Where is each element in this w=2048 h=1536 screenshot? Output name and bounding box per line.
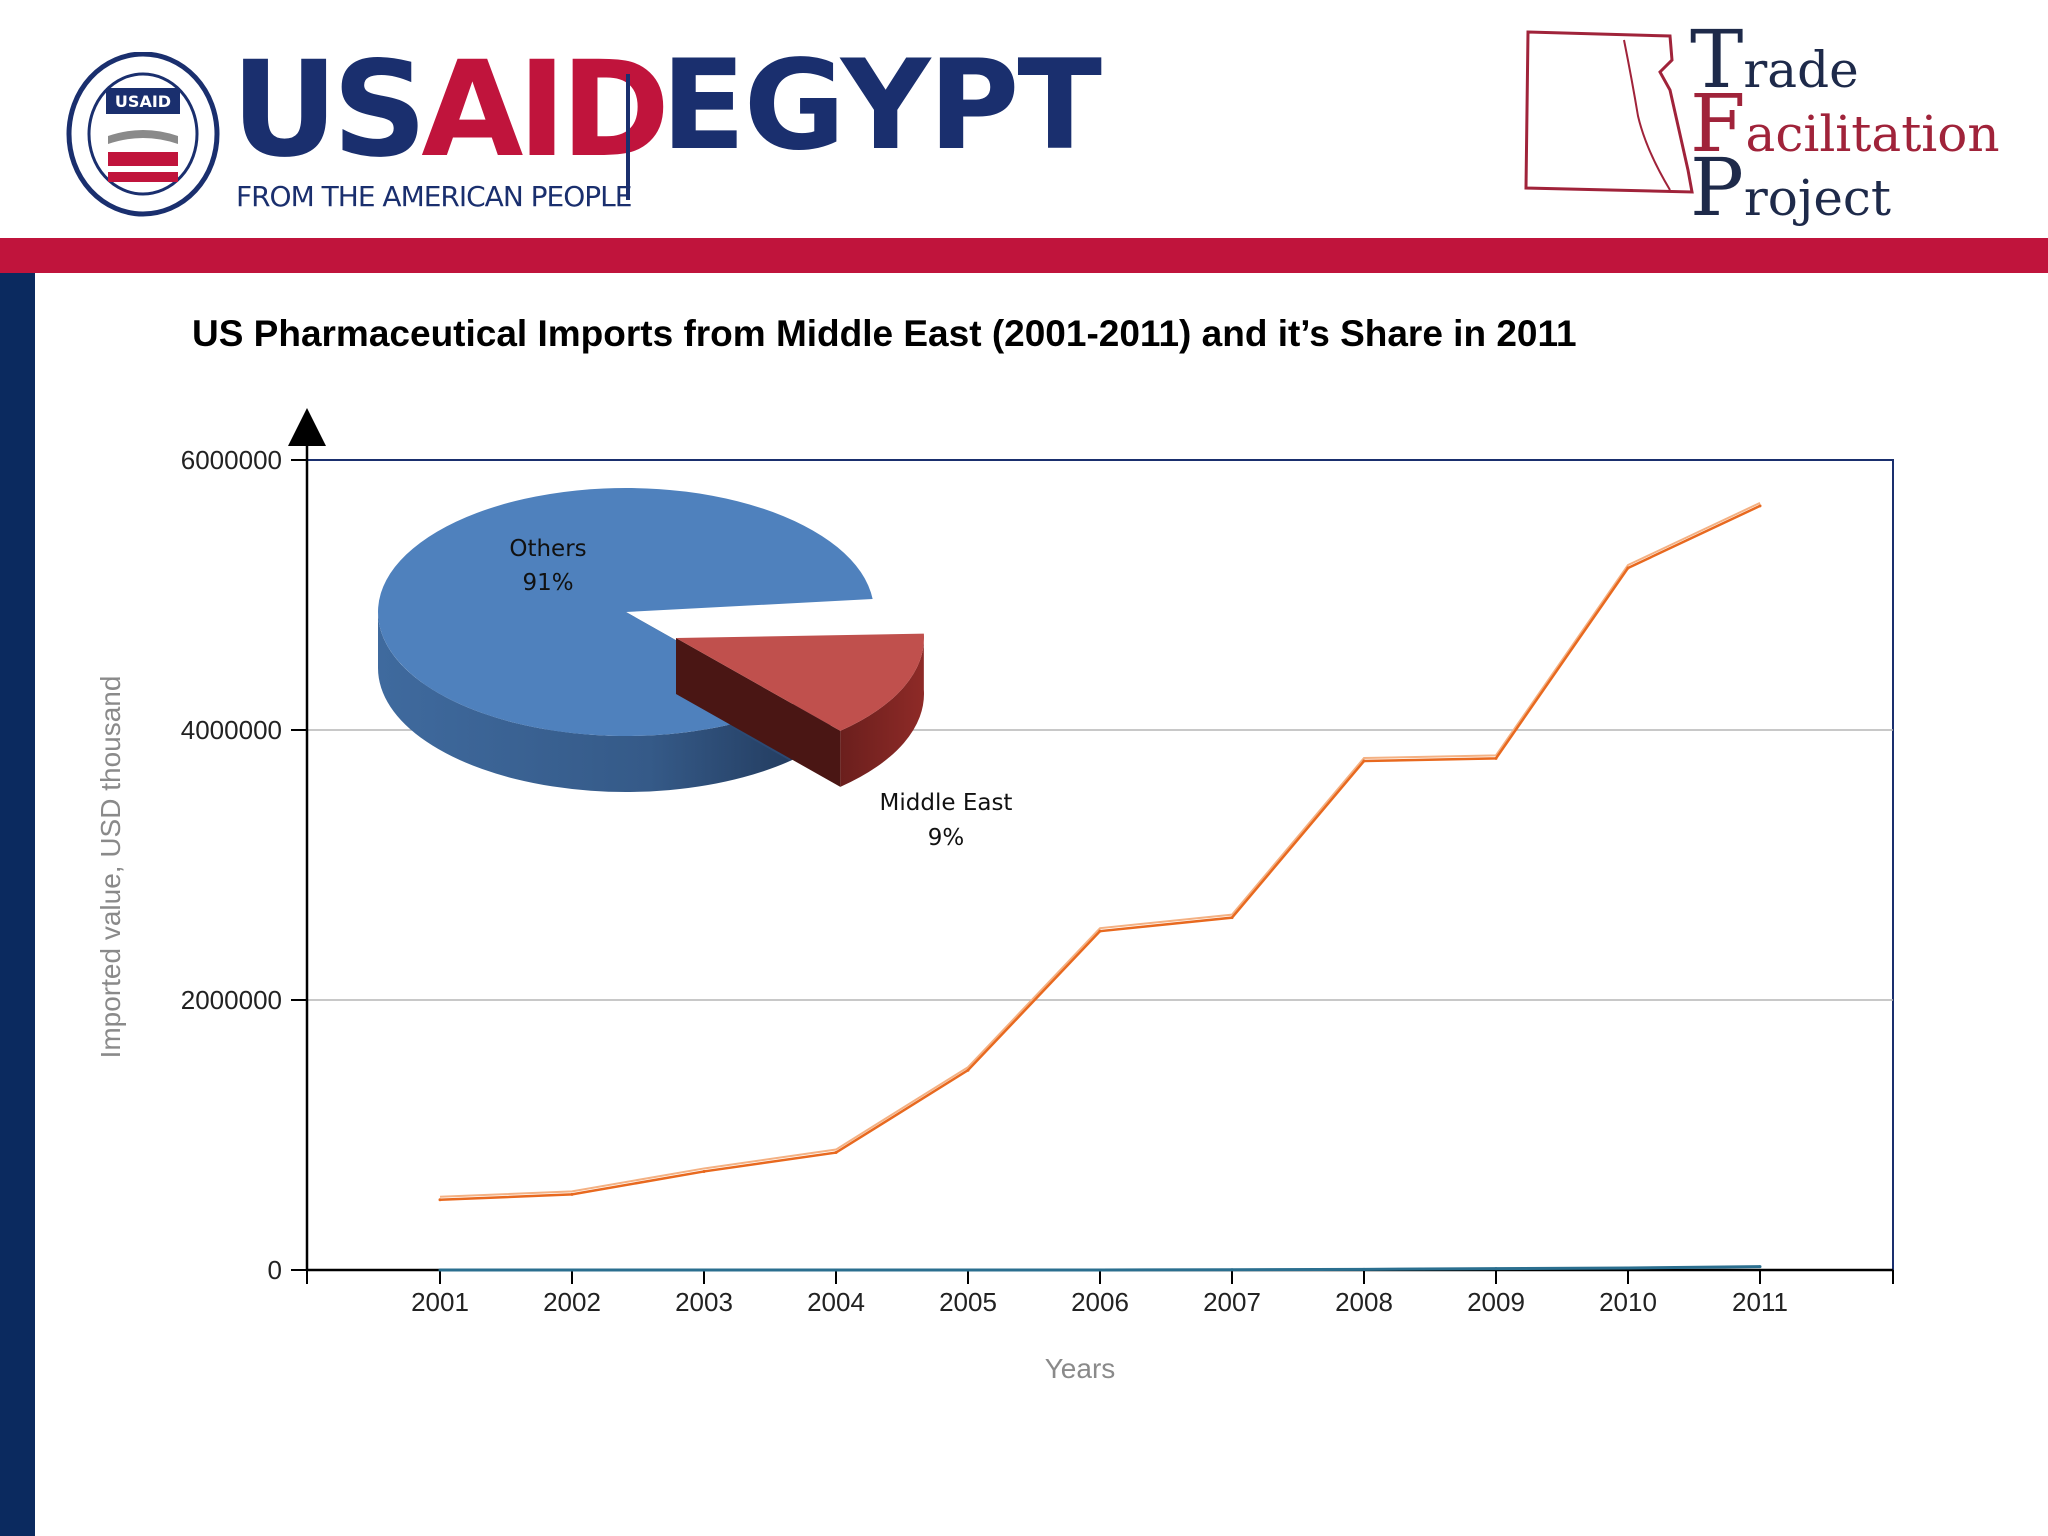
series-point [1494, 756, 1498, 760]
pie-slice-others-side [378, 612, 831, 792]
pie-slice-others [378, 487, 873, 736]
series-point [1098, 1268, 1102, 1272]
series-point [438, 1268, 442, 1272]
tfp-cap-t: T [1690, 13, 1744, 106]
pie-label-percent: 91% [522, 570, 573, 596]
series-point [834, 1268, 838, 1272]
y-tick-label: 2000000 [181, 985, 282, 1015]
usaid-seal-icon: USAID [66, 52, 220, 217]
usaid-word-us: US [231, 33, 427, 187]
x-tick-label: 2001 [411, 1287, 469, 1317]
series-point [834, 1151, 838, 1155]
pie-slice-middle-east [676, 633, 924, 731]
series-point [966, 1068, 970, 1072]
tfp-line-trade: Trade [1690, 20, 1859, 100]
pie-label-name: Middle East [880, 790, 1013, 816]
x-tick-label: 2006 [1071, 1287, 1129, 1317]
x-axis-title: Years [1045, 1353, 1116, 1384]
egypt-map-icon [1524, 30, 1694, 194]
series-point [1626, 566, 1630, 570]
pie-slice-middle-east-side [840, 633, 924, 787]
series-point [1362, 1267, 1366, 1271]
usaid-logo: USAID USAID FROM THE AMERICAN PEOPLE EGY… [66, 44, 1102, 222]
series-line-shadow [439, 501, 1761, 1198]
y-tick-label: 4000000 [181, 715, 282, 745]
tfp-cap-f: F [1690, 77, 1746, 170]
seal-badge-text: USAID [115, 92, 171, 111]
series-point [966, 1268, 970, 1272]
series-point [1230, 1268, 1234, 1272]
x-tick-label: 2003 [675, 1287, 733, 1317]
series-point [438, 1198, 442, 1202]
y-axis-title: Imported value, USD thousand [95, 676, 126, 1059]
x-tick-label: 2002 [543, 1287, 601, 1317]
series-point [1362, 759, 1366, 763]
series-point [570, 1192, 574, 1196]
pie-label-percent: 9% [928, 825, 965, 851]
x-tick-label: 2005 [939, 1287, 997, 1317]
tfp-cap-p: P [1690, 141, 1744, 234]
y-tick-label: 6000000 [181, 445, 282, 475]
y-axis-arrow-icon [288, 408, 326, 446]
series-point [1626, 1266, 1630, 1270]
tfp-rest-roject: roject [1743, 169, 1892, 227]
usaid-tagline: FROM THE AMERICAN PEOPLE [236, 180, 632, 213]
series-point [1758, 504, 1762, 508]
series-point [1098, 929, 1102, 933]
brand-red-band [0, 238, 2048, 273]
pie-slice-middle-east-cut [676, 638, 841, 787]
series-point [1230, 916, 1234, 920]
x-tick-label: 2007 [1203, 1287, 1261, 1317]
tfp-rest-rade: rade [1743, 41, 1859, 99]
x-tick-label: 2009 [1467, 1287, 1525, 1317]
trade-facilitation-logo: Trade Facilitation Project [1520, 20, 2000, 228]
x-tick-label: 2008 [1335, 1287, 1393, 1317]
series-point [702, 1169, 706, 1173]
x-tick-label: 2011 [1732, 1287, 1788, 1317]
series-point [570, 1268, 574, 1272]
series-point [702, 1268, 706, 1272]
x-tick-label: 2004 [807, 1287, 865, 1317]
tfp-line-project: Project [1690, 148, 1891, 228]
logo-divider [626, 74, 630, 200]
plot-area: 0 2000000 4000000 6000000 2001 2002 2003 2004 20… [95, 408, 1894, 1384]
y-tick-label: 0 [268, 1255, 282, 1285]
header-band [0, 0, 2048, 238]
tfp-rest-acilitation: acilitation [1745, 105, 2000, 163]
series-point [1494, 1267, 1498, 1271]
tfp-line-facilitation: Facilitation [1690, 84, 2000, 164]
egypt-wordmark: EGYPT [661, 34, 1102, 178]
brand-navy-stripe [0, 273, 35, 1536]
pie-chart: Others 91% Middle East 9% [378, 487, 1013, 851]
chart-title: US Pharmaceutical Imports from Middle Ea… [192, 313, 1577, 354]
pie-label-name: Others [509, 536, 586, 562]
series-point [1758, 1265, 1762, 1269]
x-tick-label: 2010 [1599, 1287, 1657, 1317]
